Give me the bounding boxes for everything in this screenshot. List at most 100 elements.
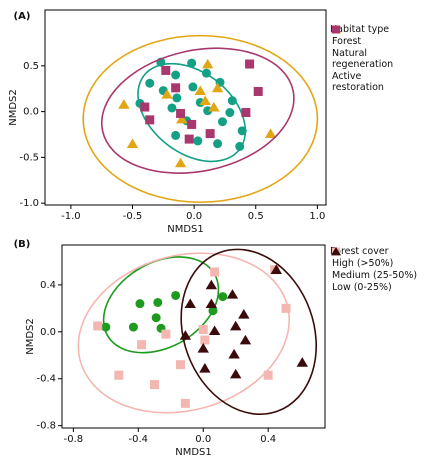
point	[167, 103, 177, 113]
point	[137, 340, 147, 350]
legend-label: Low (0-25%)	[332, 282, 392, 293]
point	[201, 58, 214, 69]
point	[179, 330, 192, 340]
point	[237, 126, 247, 136]
point	[226, 289, 239, 299]
point	[140, 102, 150, 112]
point	[171, 70, 181, 80]
point	[270, 264, 282, 275]
point	[193, 136, 203, 146]
y-tick-label: -1.0	[19, 198, 39, 209]
point	[330, 246, 342, 256]
point	[114, 370, 124, 380]
legend-label: High (>50%)	[332, 258, 394, 269]
legend-label: Natural regeneration	[332, 48, 394, 70]
x-tick-label: 0.5	[248, 211, 264, 222]
point	[201, 68, 211, 78]
legend-title: Forest cover	[330, 246, 389, 257]
point	[332, 25, 340, 34]
point	[145, 115, 155, 125]
y-tick-label: 0.4	[40, 280, 56, 291]
point	[241, 108, 251, 118]
point	[153, 297, 163, 307]
point	[239, 334, 252, 345]
point	[172, 93, 182, 103]
point	[145, 78, 155, 88]
point	[208, 306, 218, 316]
y-tick-label: 0.5	[23, 61, 39, 72]
y-tick-label: -0.8	[36, 421, 56, 432]
point	[184, 298, 196, 309]
point	[227, 96, 237, 106]
legend-label: Forest	[332, 36, 362, 47]
point	[135, 299, 145, 309]
point	[235, 141, 245, 151]
point	[180, 398, 190, 408]
legend-label: Active restoration	[332, 71, 384, 93]
x-axis-label: NMDS1	[175, 447, 212, 458]
y-tick-label: 0.0	[40, 327, 56, 338]
legend: Forest cover High (>50%) Medium (25-50%) Lo…	[330, 246, 432, 293]
point	[176, 360, 186, 370]
point	[176, 108, 186, 118]
point	[205, 279, 218, 290]
point	[161, 65, 171, 75]
legend-entry: Medium (25-50%)	[330, 247, 432, 281]
point	[205, 298, 218, 309]
point	[253, 86, 263, 96]
point	[188, 82, 198, 92]
point	[128, 322, 138, 332]
legend-title: Habitat type	[330, 24, 390, 35]
x-tick-label: -0.5	[123, 211, 143, 222]
panel-label: (A)	[14, 11, 31, 22]
point	[194, 85, 206, 95]
point	[208, 325, 221, 336]
point	[205, 129, 215, 139]
point	[210, 267, 220, 277]
point	[184, 134, 194, 144]
point	[217, 117, 227, 127]
point	[197, 343, 209, 353]
x-tick-label: 0.0	[186, 211, 202, 222]
x-axis-label: NMDS1	[167, 224, 204, 235]
point	[281, 303, 291, 313]
legend-swatch	[330, 246, 342, 256]
x-tick-label: 0.4	[260, 434, 276, 445]
point	[174, 157, 187, 168]
legend-swatch	[332, 25, 340, 34]
plot-frame	[44, 9, 327, 206]
point	[230, 368, 242, 379]
point	[211, 82, 224, 93]
x-tick-label: -0.4	[129, 434, 149, 445]
point	[225, 108, 235, 118]
point	[245, 59, 255, 69]
legend: Habitat type Forest Natural regeneration Ac…	[330, 24, 412, 93]
point	[264, 128, 277, 138]
legend-entry: Active restoration	[330, 25, 412, 93]
legend-entry: High (>50%)	[330, 247, 432, 269]
point	[187, 58, 197, 68]
point	[118, 99, 130, 109]
point	[93, 321, 103, 331]
point	[213, 139, 223, 149]
y-axis-label: NMDS2	[8, 89, 19, 126]
point	[126, 138, 139, 149]
point	[208, 101, 220, 112]
confidence-ellipse	[82, 34, 319, 204]
point	[230, 320, 242, 331]
plot-area	[77, 248, 318, 416]
point	[199, 362, 211, 373]
point	[228, 348, 240, 359]
plot-area	[82, 34, 319, 204]
point	[238, 309, 250, 319]
confidence-ellipse	[100, 47, 295, 174]
point	[199, 95, 211, 106]
point	[218, 292, 228, 302]
point	[198, 324, 208, 334]
legend-entry: Natural regeneration	[330, 24, 412, 70]
point	[101, 322, 111, 332]
x-tick-label: -0.8	[64, 434, 84, 445]
point	[296, 357, 308, 367]
point	[200, 335, 210, 345]
